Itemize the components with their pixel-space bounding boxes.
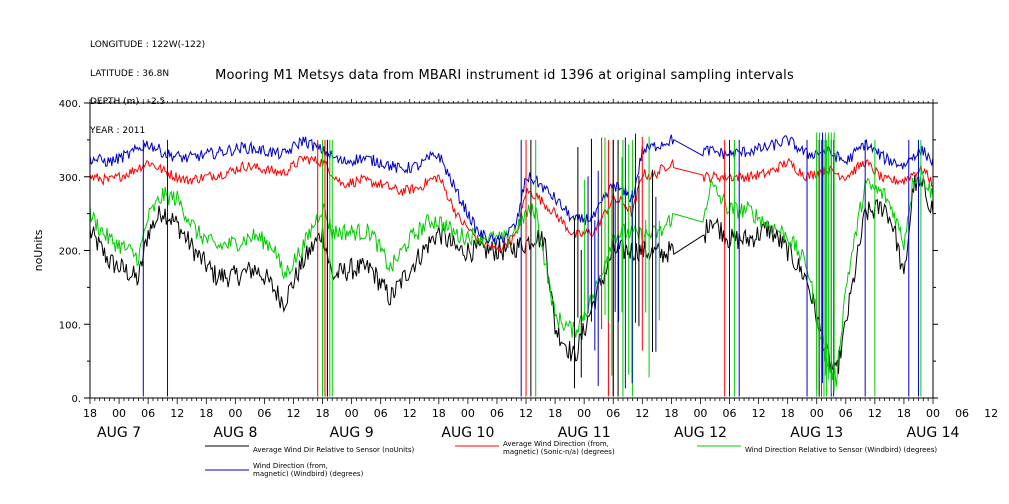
series-layer	[89, 132, 934, 397]
x-date-label: AUG 12	[674, 425, 727, 441]
chart-title: Mooring M1 Metsys data from MBARI instru…	[215, 68, 794, 83]
x-hour-label: 00	[345, 407, 359, 420]
x-hour-label: 12	[635, 407, 649, 420]
series-line	[89, 134, 934, 247]
legend-label: Average Wind Direction (from, magnetic) …	[503, 440, 615, 456]
y-tick-label: 200.	[59, 247, 81, 258]
x-hour-label: 18	[83, 407, 97, 420]
x-hour-label: 18	[432, 407, 446, 420]
x-hour-label: 00	[461, 407, 475, 420]
x-hour-label: 12	[984, 407, 998, 420]
x-hour-label: 18	[316, 407, 330, 420]
latitude-label: LATITUDE : 36.8N	[90, 68, 170, 79]
x-hour-label: 12	[519, 407, 533, 420]
station-metadata: LONGITUDE : 122W(-122) LATITUDE : 36.8N …	[90, 22, 205, 146]
y-tick-label: 400.	[59, 99, 81, 110]
x-hour-label: 06	[141, 407, 155, 420]
legend-label: Wind Direction Relative to Sensor (Windb…	[745, 446, 938, 454]
y-tick-label: 0.	[71, 394, 81, 405]
x-hour-label: 18	[199, 407, 213, 420]
x-date-label: AUG 8	[213, 425, 257, 441]
x-hour-label: 00	[810, 407, 824, 420]
series-line	[89, 155, 934, 253]
x-date-label: AUG 13	[790, 425, 843, 441]
y-tick-label: 300.	[59, 173, 81, 184]
x-hour-label: 06	[374, 407, 388, 420]
x-hour-label: 18	[897, 407, 911, 420]
legend-label: Wind Direction (from, magnetic) (Windbir…	[253, 462, 364, 478]
x-date-label: AUG 10	[441, 425, 494, 441]
x-hour-label: 06	[955, 407, 969, 420]
x-hour-label: 00	[112, 407, 126, 420]
x-date-label: AUG 7	[97, 425, 141, 441]
x-date-label: AUG 11	[558, 425, 611, 441]
y-axis-label: noUnits	[32, 229, 45, 271]
x-hour-label: 12	[286, 407, 300, 420]
x-hour-label: 06	[606, 407, 620, 420]
x-hour-label: 06	[490, 407, 504, 420]
axes-layer: 0. 100. 200. 300. 400. noUnits 18 00 06 12 18 00 06 1…	[32, 99, 998, 441]
x-date-label: AUG 14	[907, 425, 960, 441]
x-date-label: AUG 9	[330, 425, 374, 441]
x-hour-label: 12	[752, 407, 766, 420]
x-hour-label: 12	[403, 407, 417, 420]
x-hour-label: 06	[723, 407, 737, 420]
x-hour-label: 06	[839, 407, 853, 420]
x-hour-label: 00	[693, 407, 707, 420]
x-hour-label: 18	[781, 407, 795, 420]
x-hour-label: 12	[170, 407, 184, 420]
x-hour-label: 00	[228, 407, 242, 420]
y-tick-label: 100.	[59, 320, 81, 331]
longitude-label: LONGITUDE : 122W(-122)	[90, 40, 206, 50]
x-hour-label: 18	[664, 407, 678, 420]
x-hour-label: 18	[548, 407, 562, 420]
x-hour-label: 00	[577, 407, 591, 420]
x-hour-label: 12	[868, 407, 882, 420]
year-label: YEAR : 2011	[90, 125, 146, 136]
x-hour-label: 06	[257, 407, 271, 420]
series-line	[89, 175, 934, 374]
x-hour-label: 00	[926, 407, 940, 420]
legend-label: Average Wind Dir Relative to Sensor (noU…	[253, 446, 415, 454]
